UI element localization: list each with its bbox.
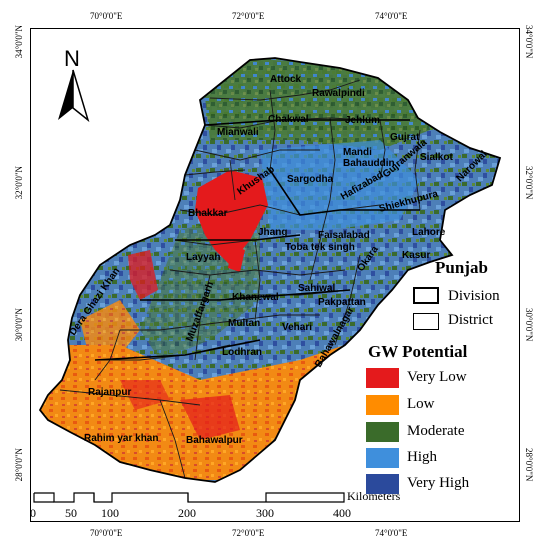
district-label: Sialkot bbox=[420, 152, 453, 163]
district-label: Vehari bbox=[282, 322, 312, 333]
gw-legend-label: Moderate bbox=[407, 423, 465, 439]
district-label: Kasur bbox=[402, 250, 430, 261]
gw-legend-label: Very Low bbox=[407, 369, 467, 385]
division-boundaries bbox=[94, 119, 420, 361]
boundary-legend-title: Punjab bbox=[435, 258, 488, 277]
district-label: Sahiwal bbox=[298, 283, 335, 294]
scale-tick: 300 bbox=[256, 506, 274, 520]
district-swatch bbox=[413, 313, 439, 330]
district-label: Multan bbox=[228, 318, 260, 329]
lat-right-tick: 30°0'0"N bbox=[524, 308, 534, 342]
north-label: N bbox=[64, 46, 80, 71]
district-label: Lahore bbox=[412, 227, 446, 238]
high-swatch bbox=[366, 448, 399, 468]
lat-right-tick: 28°0'0"N bbox=[524, 448, 534, 482]
scale-tick: 0 bbox=[30, 506, 36, 520]
very-high-swatch bbox=[366, 474, 399, 494]
district-label: Bahawalpur bbox=[186, 435, 243, 446]
lon-top-tick: 74°0'0"E bbox=[375, 11, 408, 21]
gw-legend-label: High bbox=[407, 449, 437, 465]
district-label: Jehlum bbox=[345, 115, 380, 126]
very-low-swatch bbox=[366, 368, 399, 388]
lat-right-tick: 34°0'0"N bbox=[524, 25, 534, 59]
district-label: Pakpattan bbox=[318, 297, 366, 308]
scale-tick: 400 bbox=[333, 506, 351, 520]
district-label: Sargodha bbox=[287, 174, 334, 185]
north-arrow-icon: N bbox=[58, 46, 90, 123]
scale-tick: 200 bbox=[178, 506, 196, 520]
district-label: Bhakkar bbox=[188, 208, 228, 219]
district-label: Layyah bbox=[186, 252, 220, 263]
lon-top-tick: 72°0'0"E bbox=[232, 11, 265, 21]
district-label: Rawalpindi bbox=[312, 88, 365, 99]
district-label: Rahim yar khan bbox=[84, 433, 158, 444]
lat-right-tick: 32°0'0"N bbox=[524, 166, 534, 200]
scale-tick: 100 bbox=[101, 506, 119, 520]
gw-legend-title: GW Potential bbox=[368, 342, 468, 361]
punjab-outline bbox=[38, 57, 502, 483]
lon-bottom-tick: 74°0'0"E bbox=[375, 528, 408, 538]
scale-bar bbox=[33, 492, 345, 503]
district-label: Khanewal bbox=[232, 292, 279, 303]
low-swatch bbox=[366, 395, 399, 415]
district-label: Rajanpur bbox=[88, 387, 131, 398]
district-label: Faisalabad bbox=[318, 230, 370, 241]
lon-bottom-tick: 70°0'0"E bbox=[90, 528, 123, 538]
district-label: Attock bbox=[270, 74, 302, 85]
lon-top-tick: 70°0'0"E bbox=[90, 11, 123, 21]
lon-bottom-tick: 72°0'0"E bbox=[232, 528, 265, 538]
district-label: Lodhran bbox=[222, 347, 262, 358]
gw-legend-label: Very High bbox=[407, 475, 470, 491]
gw-legend-label: Low bbox=[407, 396, 435, 412]
district-label: Mianwali bbox=[217, 127, 259, 138]
district-label: Toba tek singh bbox=[285, 242, 355, 253]
district-label: Chakwal bbox=[268, 114, 309, 125]
district-label: District bbox=[448, 312, 493, 328]
district-label: Jhang bbox=[258, 227, 287, 238]
moderate-swatch bbox=[366, 422, 399, 442]
division-label: Division bbox=[448, 288, 500, 304]
district-label: Mandi Bahauddin bbox=[343, 147, 395, 169]
district-label: Gujrat bbox=[390, 132, 420, 143]
scale-tick: 50 bbox=[65, 506, 77, 520]
division-swatch bbox=[413, 287, 439, 304]
